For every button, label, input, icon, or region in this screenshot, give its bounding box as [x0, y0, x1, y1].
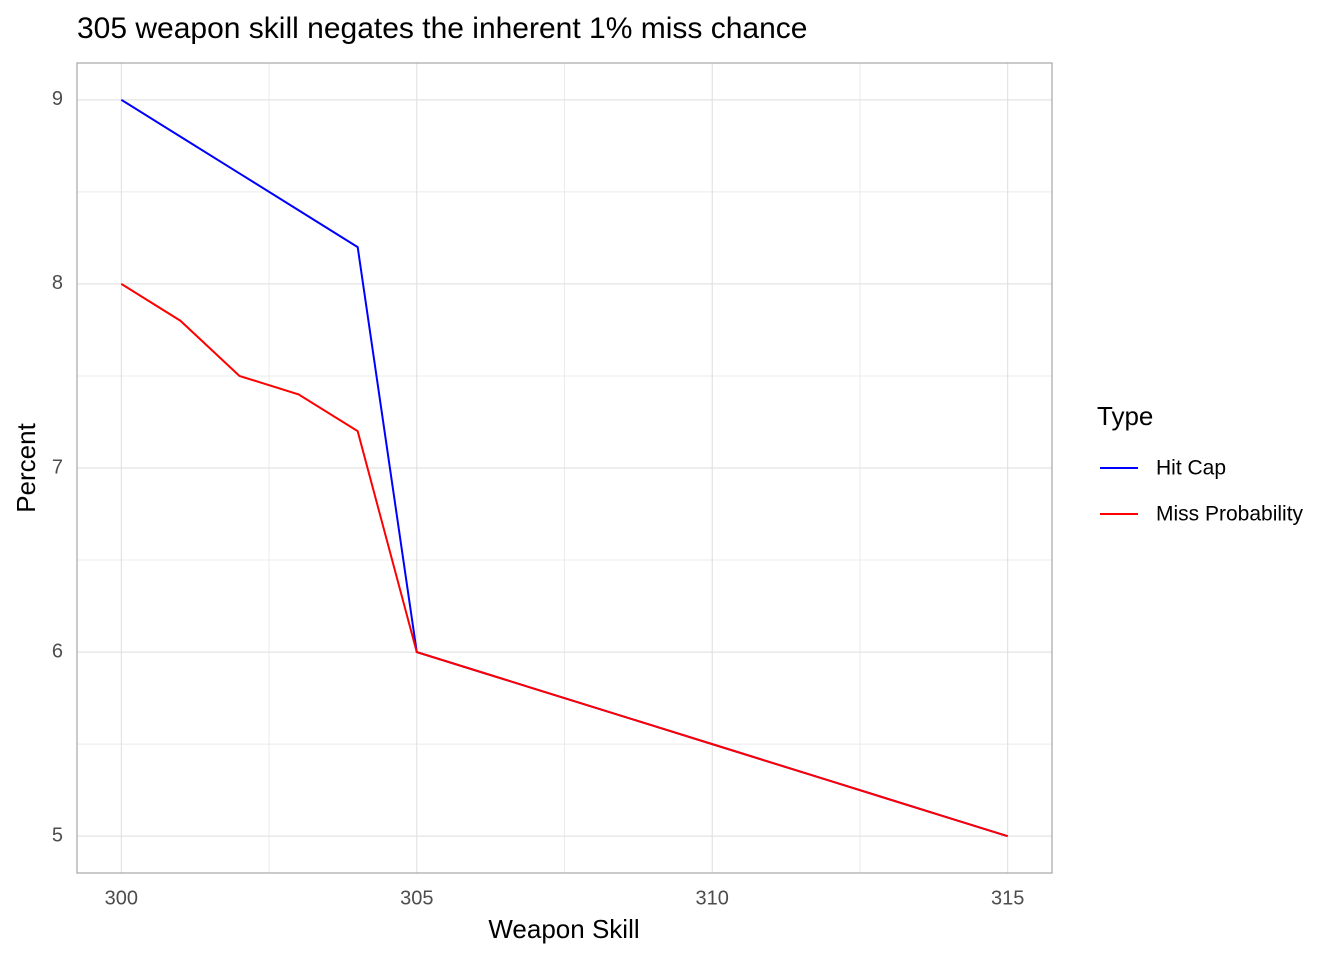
legend-label: Miss Probability	[1156, 503, 1304, 526]
x-tick-label: 305	[400, 887, 433, 909]
y-tick-label: 5	[52, 824, 63, 846]
x-tick-label: 310	[696, 887, 729, 909]
y-tick-label: 7	[52, 456, 63, 478]
x-tick-label: 300	[105, 887, 138, 909]
y-tick-label: 6	[52, 640, 63, 662]
y-tick-label: 9	[52, 88, 63, 110]
legend-label: Hit Cap	[1156, 457, 1226, 480]
x-tick-label: 315	[991, 887, 1024, 909]
panel-border	[76, 62, 1053, 874]
series-line	[120, 283, 1008, 838]
y-tick-label: 8	[52, 272, 63, 294]
x-axis-label: Weapon Skill	[488, 914, 639, 944]
chart-title: 305 weapon skill negates the inherent 1%…	[77, 12, 807, 45]
y-axis-label: Percent	[11, 422, 41, 512]
legend-title: Type	[1097, 401, 1153, 431]
